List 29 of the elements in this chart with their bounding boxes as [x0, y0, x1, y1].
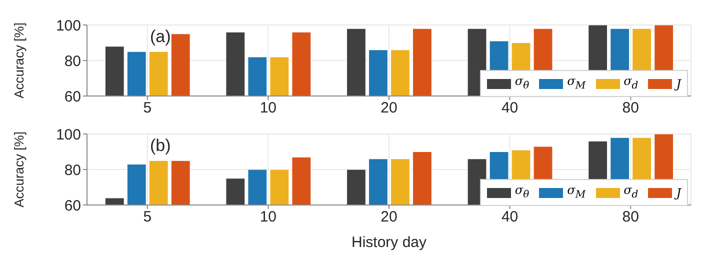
y-tick-label: 80	[64, 162, 81, 179]
x-tick-label: 10	[260, 208, 277, 226]
x-tick-label: 10	[260, 100, 277, 117]
y-axis-title: Accuracy [%]	[12, 132, 27, 208]
x-axis-title: History day	[351, 234, 428, 251]
x-tick-label: 40	[501, 208, 518, 226]
x-tick-label: 40	[501, 100, 518, 117]
y-tick-label: 100	[56, 17, 81, 34]
legend-label: σ$_{θ}$	[514, 182, 530, 202]
x-tick-label: 80	[622, 208, 639, 226]
legend-label: σ$_{M}$	[567, 73, 586, 94]
y-tick-label: 60	[64, 197, 81, 214]
x-tick-label: 20	[380, 100, 398, 117]
y-tick-label: 80	[64, 52, 81, 70]
y-tick-label: 100	[56, 126, 81, 144]
legend-label: J	[676, 184, 681, 201]
x-tick-label: 5	[143, 208, 152, 226]
legend-label: σ$_{d}$	[624, 182, 638, 202]
annotation: (a)	[150, 27, 171, 47]
legend-label: J	[676, 76, 681, 92]
legend-label: σ$_{d}$	[624, 73, 638, 94]
annotation: (b)	[150, 136, 171, 156]
legend-label: σ$_{θ}$	[514, 73, 530, 94]
x-tick-label: 20	[380, 208, 398, 226]
x-tick-label: 5	[143, 100, 152, 117]
legend-label: σ$_{M}$	[567, 182, 586, 202]
y-axis-title: Accuracy [%]	[12, 22, 27, 98]
x-tick-label: 80	[622, 100, 639, 117]
y-tick-label: 60	[64, 88, 81, 106]
